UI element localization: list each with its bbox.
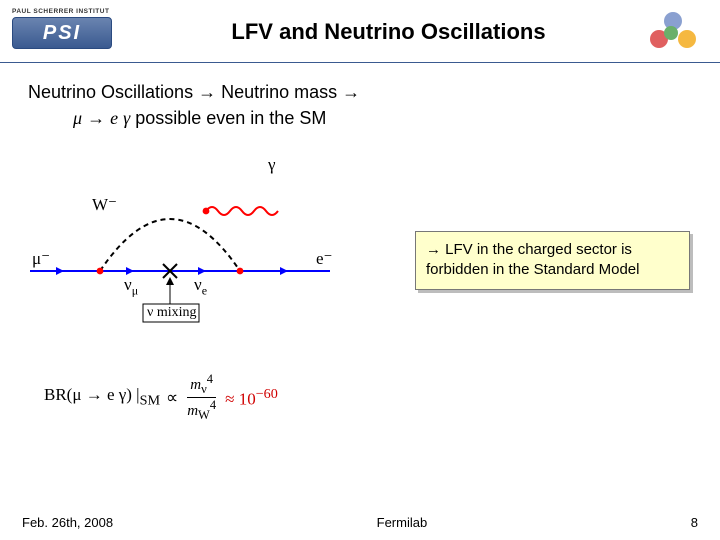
text: SM xyxy=(140,393,160,409)
institute-logo: PAUL SCHERRER INSTITUT PSI xyxy=(12,8,127,56)
e-symbol: e xyxy=(110,108,118,128)
nu-mu-label: νμ xyxy=(124,275,138,298)
callout-text: LFV in the charged sector is forbidden i… xyxy=(426,241,639,278)
content: Neutrino Oscillations → Neutrino mass → … xyxy=(0,63,720,353)
text: Neutrino mass xyxy=(216,82,342,102)
text: m xyxy=(187,403,198,419)
text: 4 xyxy=(210,398,216,412)
mixing-label: ν mixing xyxy=(147,305,197,321)
proportional: ∝ xyxy=(166,388,178,408)
footer-venue: Fermilab xyxy=(377,515,428,530)
text: e⁻ xyxy=(316,249,333,268)
gamma-label: γ xyxy=(268,155,276,175)
arrow-glyph: → xyxy=(426,241,441,258)
w-label: W⁻ xyxy=(92,195,117,215)
callout-box: → LFV in the charged sector is forbidden… xyxy=(415,231,690,290)
text: Neutrino Oscillations xyxy=(28,82,198,102)
text: −60 xyxy=(256,386,278,402)
text: μ⁻ xyxy=(32,249,50,268)
mu-symbol: μ xyxy=(73,108,82,128)
denominator: mW4 xyxy=(184,398,219,423)
institute-name: PAUL SCHERRER INSTITUT xyxy=(12,8,127,15)
e-minus-label: e⁻ xyxy=(316,249,333,269)
text: μ xyxy=(132,284,138,298)
text: ν xyxy=(124,275,132,294)
footer-page: 8 xyxy=(691,515,698,530)
text: ≈ 10 xyxy=(225,389,256,408)
feynman-diagram: W⁻ γ μ⁻ νμ νe e⁻ ν mixing → LFV in the c… xyxy=(30,153,690,353)
text: e xyxy=(202,284,207,298)
nu-e-label: νe xyxy=(194,275,207,298)
text: m xyxy=(190,377,201,393)
text: W⁻ xyxy=(92,195,117,214)
arrow-glyph: → xyxy=(198,82,216,102)
ball-icon xyxy=(678,30,696,48)
ball-icon xyxy=(664,26,678,40)
page-title: LFV and Neutrino Oscillations xyxy=(127,19,650,45)
text: possible even in the SM xyxy=(135,108,326,128)
text: BR(μ → e γ) xyxy=(44,385,132,404)
text: W xyxy=(198,408,210,422)
statement-text: Neutrino Oscillations → Neutrino mass → … xyxy=(28,79,692,131)
numerator: mν4 xyxy=(187,372,216,398)
corner-icon xyxy=(650,10,700,54)
mu-minus-label: μ⁻ xyxy=(32,249,50,269)
footer-date: Feb. 26th, 2008 xyxy=(22,515,113,530)
psi-logo: PSI xyxy=(12,17,112,49)
gamma-symbol: γ xyxy=(123,108,130,128)
text: 4 xyxy=(207,372,213,386)
arrow-glyph: → xyxy=(87,108,105,128)
branching-ratio-formula: BR(μ → e γ) |SM ∝ mν4 mW4 ≈ 10−60 xyxy=(44,372,278,423)
text: ν xyxy=(194,275,202,294)
fraction: mν4 mW4 xyxy=(184,372,219,423)
lhs: BR(μ → e γ) |SM xyxy=(44,385,160,409)
arrow-glyph: → xyxy=(342,82,360,102)
header: PAUL SCHERRER INSTITUT PSI LFV and Neutr… xyxy=(0,0,720,58)
approx-value: ≈ 10−60 xyxy=(225,386,278,410)
footer: Feb. 26th, 2008 Fermilab 8 xyxy=(0,515,720,530)
